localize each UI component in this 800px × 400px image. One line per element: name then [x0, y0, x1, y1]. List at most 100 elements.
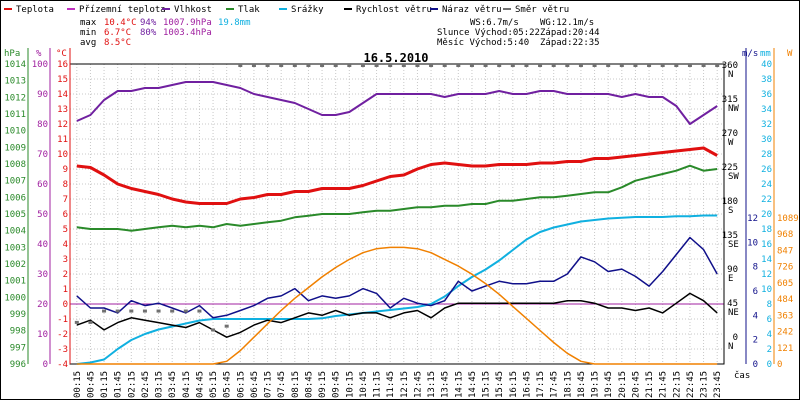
x-tick-label: 03:45 — [168, 371, 178, 398]
axis-tick-hpa: 1010 — [4, 127, 26, 137]
wind-dir-point — [619, 64, 624, 67]
axis-tick-dir: 360 — [722, 61, 738, 71]
x-tick-label: 16:15 — [509, 371, 519, 398]
axis-tick-mm: 30 — [761, 135, 772, 145]
axis-tick-hpa: 1005 — [4, 210, 26, 220]
axis-tick-c: 13 — [57, 105, 68, 115]
axis-tick-dir-label: W — [728, 138, 734, 148]
axis-tick-ms: 8 — [753, 263, 758, 273]
axis-tick-mm: 14 — [761, 255, 772, 265]
x-tick-label: 19:15 — [591, 371, 601, 398]
axis-tick-wm2: 605 — [777, 279, 793, 289]
stats-max-label: max — [80, 18, 97, 28]
wind-dir-point — [483, 64, 488, 67]
wind-dir-point — [265, 64, 270, 67]
wind-dir-point — [660, 64, 665, 67]
x-tick-label: 21:15 — [645, 371, 655, 398]
axis-tick-mm: 6 — [767, 315, 772, 325]
axis-tick-mm: 34 — [761, 105, 772, 115]
x-tick-label: 05:15 — [209, 371, 219, 398]
wind-dir-point — [687, 64, 692, 67]
info-moon-set: Západ:22:35 — [540, 38, 600, 48]
axis-tick-c: -2 — [57, 330, 68, 340]
x-tick-label: 01:45 — [114, 371, 124, 398]
wind-dir-point — [170, 309, 175, 313]
axis-tick-hpa: 1004 — [4, 227, 26, 237]
axis-tick-mm: 16 — [761, 240, 772, 250]
axis-tick-hpa: 1000 — [4, 293, 26, 303]
x-tick-label: 15:15 — [482, 371, 492, 398]
x-tick-label: 09:45 — [332, 371, 342, 398]
x-tick-label: 13:15 — [427, 371, 437, 398]
axis-tick-mm: 12 — [761, 270, 772, 280]
axis-tick-mm: 4 — [767, 330, 772, 340]
axis-tick-dir: 270 — [722, 129, 738, 139]
axis-tick-hpa: 1013 — [4, 77, 26, 87]
axis-tick-dir-label: NW — [728, 104, 739, 114]
series-line-teplota — [76, 146, 718, 205]
axis-tick-dir: 135 — [722, 231, 738, 241]
axis-title-c: °C — [56, 49, 67, 59]
wind-dir-point — [647, 64, 652, 67]
legend-label: Náraz větru — [442, 5, 502, 15]
x-tick-label: 16:45 — [522, 371, 532, 398]
wind-dir-point — [606, 64, 611, 67]
axis-tick-dir-label: SW — [728, 172, 739, 182]
x-tick-label: 07:45 — [277, 371, 287, 398]
axis-tick-dir-label: N — [728, 342, 733, 352]
axis-tick-c: 5 — [63, 225, 68, 235]
axis-tick-c: -4 — [57, 360, 68, 370]
axis-tick-hpa: 1014 — [4, 60, 26, 70]
axis-tick-dir-label: N — [728, 70, 733, 80]
x-tick-label: 13:45 — [441, 371, 451, 398]
axis-title-hpa: hPa — [4, 49, 20, 59]
axis-tick-c: 15 — [57, 75, 68, 85]
x-tick-label: 07:15 — [264, 371, 274, 398]
info-block: WS:6.7m/s WG:12.1m/s Slunce Východ:05:22… — [437, 18, 600, 48]
axis-tick-c: 8 — [63, 180, 68, 190]
axis-tick-ms: 12 — [747, 214, 758, 224]
wind-dir-point — [102, 309, 107, 313]
series-line-tlak — [76, 164, 718, 232]
axis-tick-pct: 50 — [37, 210, 48, 220]
chart-title: 16.5.2010 — [363, 51, 428, 65]
axis-tick-wm2: 0 — [777, 360, 782, 370]
wind-dir-point — [578, 64, 583, 67]
axis-tick-c: 4 — [63, 240, 68, 250]
stats-min-hum: 80% — [140, 28, 157, 38]
axis-tick-wm2: 121 — [777, 344, 793, 354]
legend-label: Rychlost větru — [356, 5, 432, 15]
axis-tick-mm: 2 — [767, 345, 772, 355]
axis-tick-c: 0 — [63, 300, 68, 310]
wind-dir-point — [211, 328, 216, 332]
axis-tick-c: 10 — [57, 150, 68, 160]
x-tick-label: 19:45 — [604, 371, 614, 398]
wind-dir-point — [388, 64, 393, 67]
axis-tick-hpa: 1006 — [4, 193, 26, 203]
wind-dir-point — [333, 64, 338, 67]
x-tick-label: 18:45 — [577, 371, 587, 398]
axis-tick-c: 6 — [63, 210, 68, 220]
axis-tick-c: 3 — [63, 255, 68, 265]
axis-tick-hpa: 1012 — [4, 93, 26, 103]
wind-dir-point — [306, 64, 311, 67]
stats-avg-temp: 8.5°C — [104, 38, 131, 48]
grid — [70, 63, 724, 365]
wind-dir-point — [224, 324, 229, 328]
axis-tick-c: -3 — [57, 345, 68, 355]
axis-tick-pct: 70 — [37, 150, 48, 160]
wind-dir-point — [251, 64, 256, 67]
axis-tick-hpa: 997 — [10, 343, 26, 353]
info-sun-set: Západ:20:44 — [540, 28, 600, 38]
axis-tick-mm: 22 — [761, 195, 772, 205]
axis-tick-dir: 0 — [733, 333, 738, 343]
axis-tick-mm: 18 — [761, 225, 772, 235]
x-tick-label: 12:45 — [413, 371, 423, 398]
axis-tick-pct: 0 — [43, 360, 48, 370]
wind-dir-point — [401, 64, 406, 67]
legend-label: Srážky — [291, 5, 324, 15]
wind-dir-point — [320, 64, 325, 67]
stats-max-rain: 19.8mm — [218, 18, 251, 28]
